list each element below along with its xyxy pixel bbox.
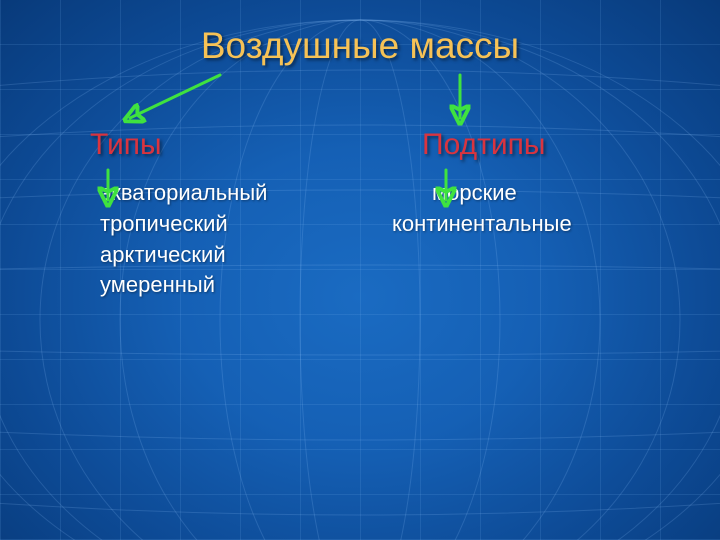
title: Воздушные массы <box>0 25 720 67</box>
right-column-heading: Подтипы <box>422 128 545 162</box>
arrow-title-to-left <box>130 75 220 118</box>
right-column-list: морские континентальные <box>432 178 572 240</box>
left-column-list: экваториальный тропический арктический у… <box>100 178 267 301</box>
list-item: морские <box>432 178 572 209</box>
list-item: экваториальный <box>100 178 267 209</box>
list-item: тропический <box>100 209 267 240</box>
left-column-heading: Типы <box>90 128 162 162</box>
slide-content: Воздушные массы Типы Подтипы экваториаль… <box>0 0 720 540</box>
list-item: континентальные <box>392 209 572 240</box>
list-item: арктический <box>100 240 267 271</box>
list-item: умеренный <box>100 270 267 301</box>
